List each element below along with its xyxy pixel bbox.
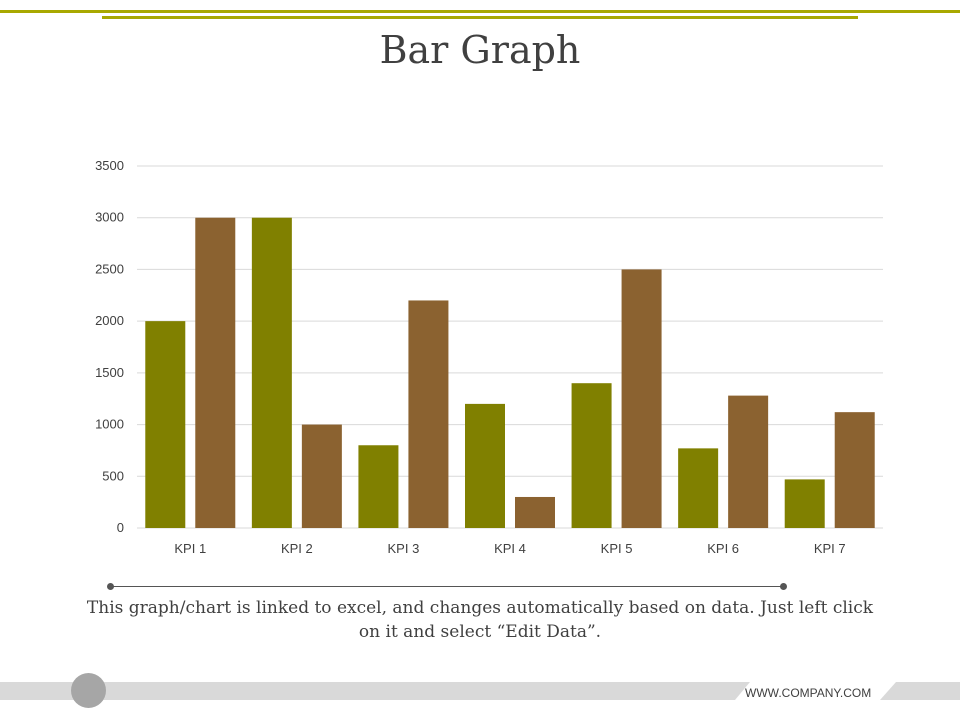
bar-1	[784, 479, 825, 528]
y-tick-label: 1000	[95, 417, 124, 432]
bar-2	[621, 269, 662, 528]
y-tick-label: 3000	[95, 210, 124, 225]
timeline-dot-start	[107, 583, 114, 590]
bar-2	[728, 395, 769, 528]
footer-url: WWW.COMPANY.COM	[745, 686, 872, 700]
footer-circle	[71, 673, 106, 708]
y-tick-label: 1500	[95, 365, 124, 380]
timeline-dot-end	[780, 583, 787, 590]
bar-1	[571, 383, 612, 528]
footer-bar-end	[880, 682, 960, 700]
y-tick-label: 500	[102, 468, 124, 483]
x-tick-label: KPI 5	[601, 541, 633, 556]
x-tick-label: KPI 3	[388, 541, 420, 556]
page-title: Bar Graph	[379, 28, 581, 72]
bar-1	[465, 403, 505, 528]
bar-2	[408, 300, 449, 528]
bar-2	[515, 496, 555, 528]
y-tick-label: 2500	[95, 261, 124, 276]
top-rule-inner	[102, 16, 858, 19]
y-tick-label: 2000	[95, 313, 124, 328]
x-tick-label: KPI 4	[494, 541, 526, 556]
x-tick-label: KPI 7	[814, 541, 846, 556]
bar-chart: 0 500 1000 1500 2000 2500 3000 3500 KPI 1 KPI 2 KP…	[95, 158, 883, 556]
x-tick-label: KPI 1	[174, 541, 206, 556]
timeline-line	[110, 586, 784, 587]
bar-1	[145, 321, 186, 528]
bar-1	[358, 445, 399, 528]
footer-bar	[0, 682, 735, 700]
top-rule	[0, 10, 960, 13]
bar-1	[251, 217, 292, 528]
bar-2	[301, 424, 342, 528]
bar-2	[195, 217, 236, 528]
bar-1	[678, 448, 719, 528]
x-tick-label: KPI 6	[707, 541, 739, 556]
bar-2	[834, 412, 875, 528]
x-tick-label: KPI 2	[281, 541, 313, 556]
caption-text: This graph/chart is linked to excel, and…	[86, 598, 874, 642]
y-tick-label: 3500	[95, 158, 124, 173]
y-tick-label: 0	[117, 520, 124, 535]
